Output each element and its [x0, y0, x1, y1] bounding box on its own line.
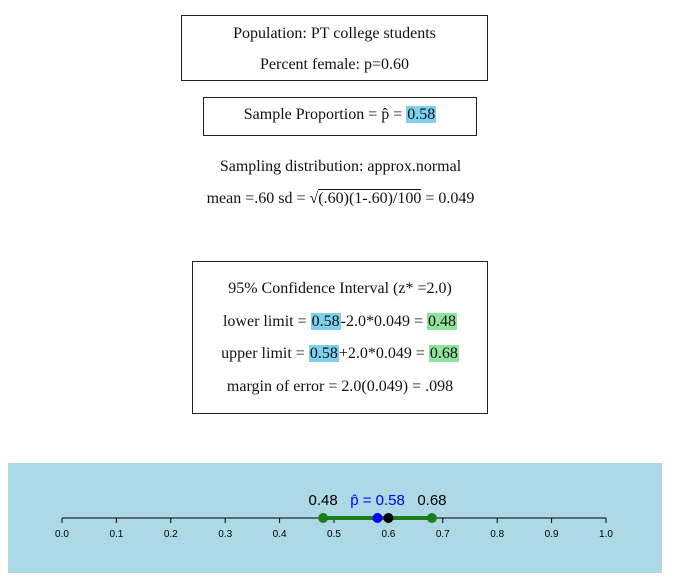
sample-proportion-row: Sample Proportion = p̂ = 0.58 [204, 105, 476, 125]
upper-limit-value: 0.68 [428, 345, 459, 362]
axis-tick-label: 0.5 [327, 529, 341, 540]
lower-limit-phat: 0.58 [310, 313, 341, 330]
upper-limit-phat: 0.58 [308, 345, 339, 362]
sd-result: = 0.049 [421, 190, 475, 207]
percent-female-label: Percent female: p=0.60 [260, 56, 409, 73]
lower-limit-marker-label: 0.48 [309, 492, 338, 509]
axis-tick-label: 0.4 [273, 529, 287, 540]
margin-of-error: margin of error = 2.0(0.049) = .098 [226, 378, 454, 395]
axis-tick-label: 0.1 [109, 529, 123, 540]
sample-proportion-value: 0.58 [406, 106, 437, 123]
confidence-interval-box: 95% Confidence Interval (z* =2.0) lower … [192, 261, 488, 414]
lower-limit-point [318, 513, 329, 523]
axis-tick-label: 0.0 [55, 529, 69, 540]
axis-tick-label: 1.0 [599, 529, 613, 540]
upper-limit-expr: +2.0*0.049 = [338, 345, 429, 362]
phat-marker-label: p̂ = 0.58 [350, 492, 405, 509]
ci-title: 95% Confidence Interval (z* =2.0) [228, 280, 452, 297]
phat-point[interactable] [372, 513, 383, 523]
sqrt-content: (.60)(1-.60)/100 [318, 189, 422, 207]
mean-sd-formula: mean =.60 sd = √(.60)(1-.60)/100 = 0.049 [0, 189, 681, 208]
sample-proportion-label: Sample Proportion = p̂ = [243, 106, 407, 123]
population-label: Population: PT college students [233, 25, 436, 42]
upper-limit-label: upper limit = [221, 345, 309, 362]
axis-tick-label: 0.7 [436, 529, 450, 540]
lower-limit-label: lower limit = [222, 313, 311, 330]
axis-tick-label: 0.6 [381, 529, 395, 540]
sample-proportion-box: Sample Proportion = p̂ = 0.58 [203, 97, 477, 136]
number-line: 0.0 0.1 0.2 0.3 0.4 0.5 0.6 0.7 0.8 0.9 1.0 0.48 0… [55, 492, 613, 540]
axis-tick-label: 0.3 [218, 529, 232, 540]
population-box: Population: PT college students Percent … [181, 15, 488, 81]
axis-ticks: 0.0 0.1 0.2 0.3 0.4 0.5 0.6 0.7 0.8 0.9 1.0 [55, 518, 613, 540]
sqrt-symbol: √ [309, 190, 319, 207]
mean-sd-prefix: mean =.60 sd = [206, 190, 310, 207]
sampling-distribution-label: Sampling distribution: approx.normal [219, 158, 462, 175]
upper-limit-row: upper limit = 0.58+2.0*0.049 = 0.68 [193, 344, 487, 364]
upper-limit-point [426, 513, 437, 523]
population-p-point [383, 513, 394, 523]
lower-limit-row: lower limit = 0.58-2.0*0.049 = 0.48 [193, 312, 487, 332]
axis-tick-label: 0.9 [545, 529, 559, 540]
upper-limit-marker-label: 0.68 [417, 492, 446, 509]
axis-tick-label: 0.8 [490, 529, 504, 540]
number-line-panel: 0.0 0.1 0.2 0.3 0.4 0.5 0.6 0.7 0.8 0.9 1.0 0.48 0… [8, 463, 662, 573]
lower-limit-value: 0.48 [427, 313, 458, 330]
lower-limit-expr: -2.0*0.049 = [340, 313, 428, 330]
axis-tick-label: 0.2 [164, 529, 178, 540]
